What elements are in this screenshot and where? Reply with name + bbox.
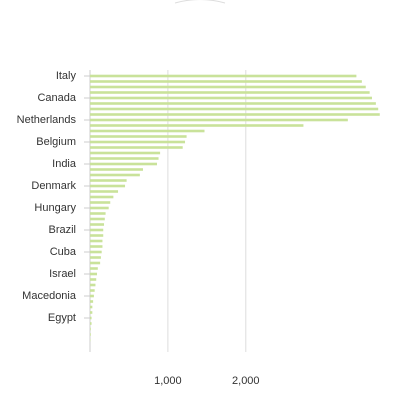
bar <box>90 201 110 204</box>
bar <box>90 229 103 232</box>
y-tick-label: Brazil <box>48 224 76 236</box>
bar <box>90 91 370 94</box>
bar <box>90 251 102 254</box>
bar <box>90 97 372 100</box>
bar <box>90 333 91 336</box>
bar <box>90 212 106 215</box>
bar <box>90 256 101 259</box>
bar <box>90 267 98 270</box>
y-tick-label: Canada <box>37 92 76 104</box>
bar <box>90 75 356 78</box>
bar <box>90 300 93 303</box>
bar <box>90 218 105 221</box>
bar <box>90 86 366 89</box>
bar <box>90 124 303 127</box>
bar <box>90 240 102 243</box>
x-tick-label: 2,000 <box>232 375 260 387</box>
bar <box>90 80 362 83</box>
bar <box>90 328 91 331</box>
y-tick-label: Israel <box>49 268 76 280</box>
bar <box>90 163 157 166</box>
bar <box>90 284 95 287</box>
bar <box>90 108 378 111</box>
bar <box>90 311 92 314</box>
bar <box>90 185 125 188</box>
bar <box>90 245 102 248</box>
bar <box>90 135 187 138</box>
bar <box>90 146 183 149</box>
bar <box>90 278 96 281</box>
bar <box>90 322 92 325</box>
y-tick-label: Denmark <box>31 180 76 192</box>
y-tick-label: Macedonia <box>22 290 77 302</box>
bar <box>90 157 159 160</box>
bar <box>90 196 113 199</box>
decor-arc <box>175 0 225 3</box>
bar <box>90 317 92 320</box>
bar <box>90 152 160 155</box>
bar <box>90 289 95 292</box>
bar <box>90 119 348 122</box>
y-tick-label: India <box>52 158 77 170</box>
bar <box>90 190 118 193</box>
bar <box>90 207 109 210</box>
bar <box>90 113 380 116</box>
x-tick-label: 1,000 <box>154 375 182 387</box>
y-tick-label: Belgium <box>36 136 76 148</box>
bar <box>90 262 100 265</box>
y-tick-label: Italy <box>56 70 77 82</box>
bar <box>90 179 127 182</box>
bar <box>90 234 103 237</box>
y-tick-label: Hungary <box>34 202 76 214</box>
bar <box>90 306 92 309</box>
y-tick-label: Egypt <box>48 312 76 324</box>
bar <box>90 168 143 171</box>
bar <box>90 295 94 298</box>
y-tick-label: Cuba <box>50 246 77 258</box>
bar <box>90 223 104 226</box>
bar <box>90 102 376 105</box>
bar <box>90 174 140 177</box>
y-tick-label: Netherlands <box>17 114 77 126</box>
bar <box>90 273 97 276</box>
bar <box>90 130 205 133</box>
bar <box>90 141 185 144</box>
